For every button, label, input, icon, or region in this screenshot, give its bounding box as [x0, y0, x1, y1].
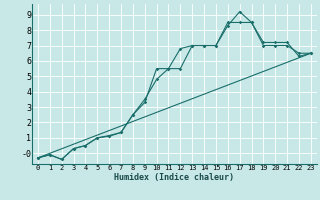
X-axis label: Humidex (Indice chaleur): Humidex (Indice chaleur) — [115, 173, 234, 182]
